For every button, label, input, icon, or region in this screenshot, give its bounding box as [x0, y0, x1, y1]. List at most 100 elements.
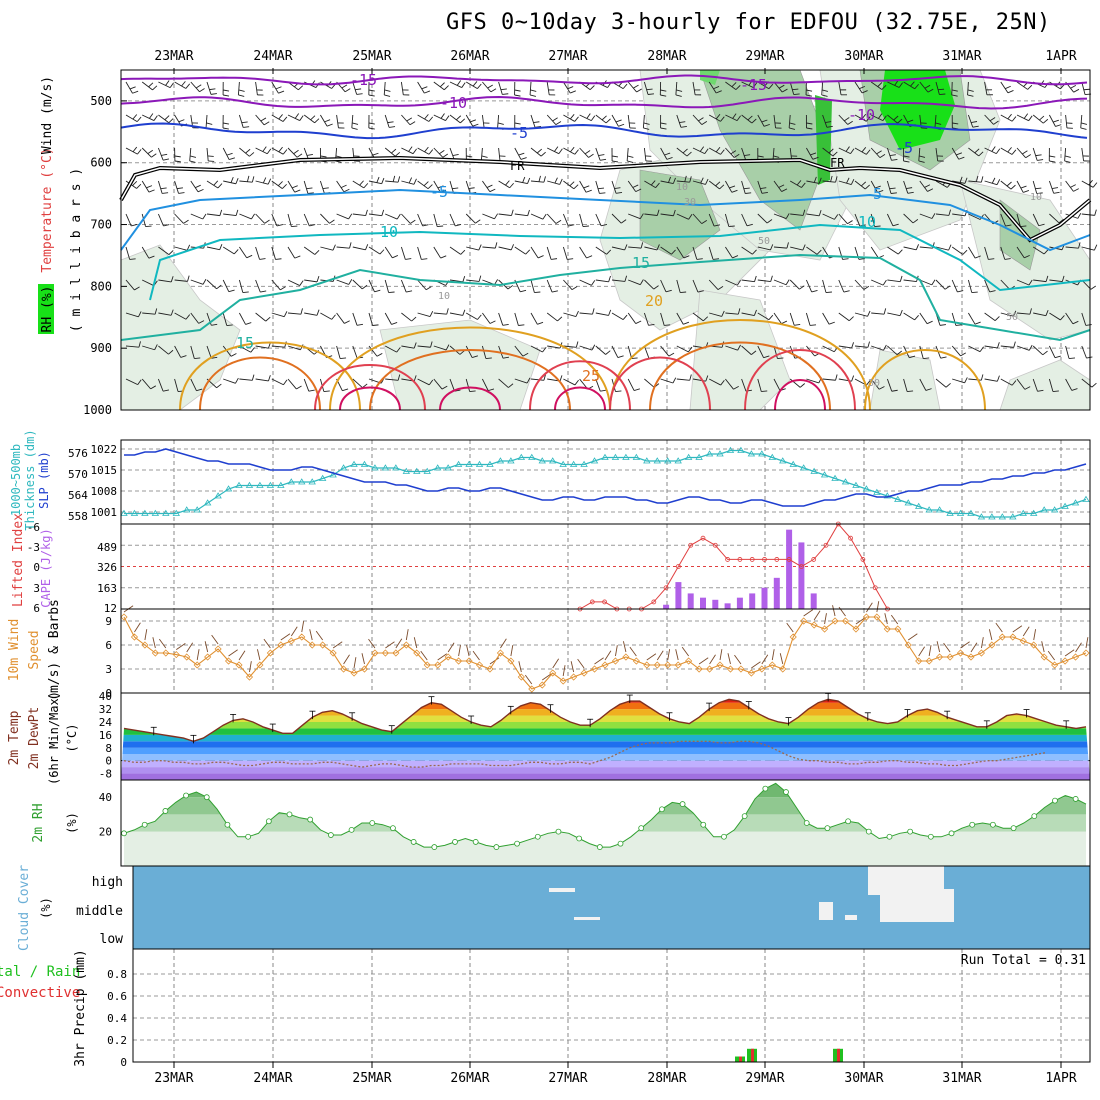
thickness-point [820, 471, 829, 478]
temp-tick: 40 [99, 690, 112, 703]
wind-barb-flag [316, 276, 320, 283]
wind-barb-flag [813, 176, 817, 183]
date-label-top: 28MAR [647, 49, 686, 64]
wind-barb [1000, 81, 1009, 94]
wind-barb-flag [810, 152, 817, 156]
rh-point [721, 833, 727, 840]
wind-barb [708, 114, 721, 122]
thickness-point [1019, 509, 1027, 516]
wind-barb [352, 246, 366, 251]
wind-barb-flag [174, 160, 181, 163]
wind-tick: 9 [105, 615, 112, 628]
temp-contour [120, 74, 1088, 86]
thickness-tick: 570 [68, 468, 88, 481]
wind-barb-flag [958, 156, 965, 160]
wind-barb [611, 279, 625, 282]
wind-barb [708, 378, 721, 386]
wind-barb [303, 114, 315, 124]
wind-speed-point [559, 677, 567, 685]
wind-barb [675, 81, 678, 95]
wind-barb [206, 180, 219, 189]
wind-barb-flag [542, 213, 547, 220]
wind-barb-flag [355, 88, 362, 91]
wind-barb-flag [381, 177, 385, 184]
wind-barb [546, 213, 557, 224]
wind-barb [579, 213, 584, 227]
wind-barb [789, 279, 800, 290]
contour-label: -10 [848, 106, 875, 124]
wind-speed-point [329, 649, 337, 657]
wind-barb-flag [1004, 258, 1011, 260]
thickness-point [245, 481, 254, 488]
wind-barb [510, 645, 514, 657]
date-label-top: 26MAR [450, 49, 489, 64]
wind-barb [498, 312, 504, 326]
wind-barb [627, 312, 637, 324]
wind-barb [287, 312, 301, 315]
wind-barb [190, 279, 204, 285]
wind-barb-flag [278, 114, 283, 120]
rh-point [969, 821, 976, 828]
wind-barb [1080, 114, 1083, 128]
lifted-index-point [799, 564, 804, 569]
thickness-point [120, 509, 128, 516]
wind-speed-point [360, 665, 369, 673]
wind-barb-flag [883, 308, 887, 315]
wind-barb [353, 657, 357, 669]
thickness-point [318, 474, 327, 481]
wind-barb [385, 213, 398, 220]
precip-bar-convective [751, 1048, 754, 1062]
wind-barb-flag [392, 255, 399, 259]
wind-speed-point [465, 657, 473, 665]
wind-barb-flag [751, 350, 757, 355]
wind-barb [174, 312, 187, 320]
wind-barb-flag [186, 244, 191, 251]
wind-barb [935, 246, 949, 251]
temp-contour [314, 364, 426, 411]
wind-barb [158, 114, 170, 124]
wind-barb [514, 378, 528, 384]
wind-barb-flag [891, 389, 898, 392]
wind-barb-flag [356, 323, 364, 326]
wind-barb [125, 246, 131, 260]
wind-barb-flag [552, 117, 558, 122]
wind-speed-point [632, 657, 640, 665]
wind-barb [951, 312, 957, 326]
wind-barb [604, 650, 612, 661]
wind-barb-flag [226, 324, 233, 326]
wind-barb-flag [796, 180, 802, 186]
wind-barb-flag [789, 122, 796, 125]
wind-barb [870, 81, 883, 90]
wind-barb-flag [223, 94, 230, 97]
wind-barb-flag [896, 350, 903, 356]
wind-barb [368, 180, 382, 185]
wind-barb-flag [994, 316, 1000, 321]
temp-bands [121, 699, 1090, 780]
wind-barb-flag [1036, 192, 1043, 194]
wind-barb-flag [138, 341, 141, 348]
thickness-point [287, 478, 296, 485]
wind-barb-flag [882, 279, 887, 286]
wind-speed-point [800, 617, 808, 625]
wind-barb-flag [1045, 309, 1049, 316]
thickness-point [507, 457, 515, 464]
wind-barb-flag [794, 324, 801, 326]
wind-barb [903, 180, 909, 194]
wind-barb-flag [437, 225, 444, 228]
wind-barb-flag [842, 258, 849, 260]
wind-barb-flag [574, 149, 579, 155]
wind-barb [1032, 147, 1038, 161]
thickness-point [402, 467, 411, 474]
wind-barb-flag [299, 280, 304, 286]
chart-title: GFS 0~10day 3-hourly for EDFOU (32.75E, … [446, 10, 1051, 35]
wind-barb-flag [996, 179, 1001, 185]
wind-barb-flag [406, 290, 413, 293]
wind-barb-flag [939, 93, 946, 96]
wind-barb-flag [522, 352, 529, 357]
wind-barb-flag [542, 346, 547, 353]
lifted-index-point [602, 599, 607, 605]
wind-barb-flag [597, 187, 605, 190]
thickness-point [141, 509, 149, 516]
wind-barb [1016, 246, 1025, 259]
wind-barb-flag [559, 178, 563, 185]
